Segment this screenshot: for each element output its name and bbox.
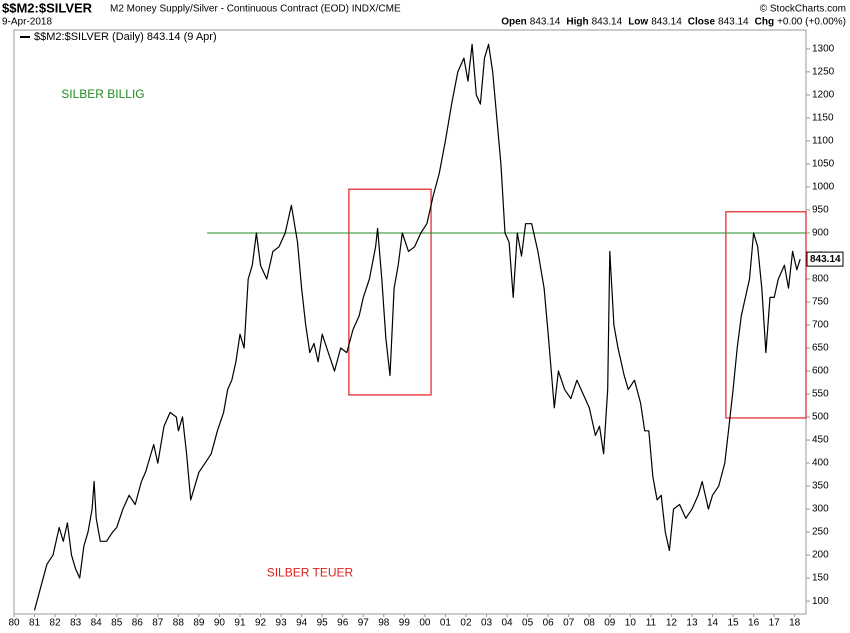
y-tick-label: 950 bbox=[812, 205, 829, 216]
x-tick-label: 99 bbox=[399, 618, 411, 629]
x-tick-label: 92 bbox=[255, 618, 267, 629]
x-tick-label: 10 bbox=[625, 618, 637, 629]
x-tick-label: 84 bbox=[91, 618, 103, 629]
x-tick-label: 88 bbox=[173, 618, 185, 629]
last-value-box bbox=[806, 251, 844, 267]
x-tick-label: 91 bbox=[234, 618, 246, 629]
y-tick-label: 800 bbox=[812, 274, 829, 285]
x-tick-label: 96 bbox=[337, 618, 349, 629]
x-tick-label: 16 bbox=[748, 618, 760, 629]
x-tick-label: 89 bbox=[193, 618, 205, 629]
y-tick-label: 100 bbox=[812, 596, 829, 607]
x-tick-label: 82 bbox=[50, 618, 62, 629]
x-tick-label: 81 bbox=[29, 618, 41, 629]
x-tick-label: 12 bbox=[666, 618, 678, 629]
price-line bbox=[33, 43, 801, 611]
y-tick-label: 650 bbox=[812, 343, 829, 354]
x-tick-label: 97 bbox=[358, 618, 370, 629]
y-tick-label: 400 bbox=[812, 458, 829, 469]
x-tick-label: 80 bbox=[8, 618, 20, 629]
x-tick-label: 18 bbox=[789, 618, 801, 629]
ohlc-value: 843.14 bbox=[718, 17, 749, 28]
ohlc-value: 843.14 bbox=[530, 17, 561, 28]
x-tick-label: 86 bbox=[132, 618, 144, 629]
y-tick-label: 200 bbox=[812, 550, 829, 561]
symbol: $$M2:$SILVER bbox=[2, 0, 93, 15]
x-tick-label: 95 bbox=[317, 618, 329, 629]
last-value-label: 843.14 bbox=[810, 254, 841, 265]
subtitle: M2 Money Supply/Silver - Continuous Cont… bbox=[110, 4, 401, 15]
legend-label: $$M2:$SILVER (Daily) 843.14 (9 Apr) bbox=[34, 31, 217, 43]
x-tick-label: 05 bbox=[522, 618, 534, 629]
y-tick-label: 250 bbox=[812, 527, 829, 538]
y-tick-label: 350 bbox=[812, 481, 829, 492]
y-tick-label: 750 bbox=[812, 297, 829, 308]
ohlc-value: +0.00 (+0.00%) bbox=[777, 17, 846, 28]
source: © StockCharts.com bbox=[760, 4, 846, 15]
ohlc: +0.00 (+0.00%)Chg843.14Close843.14Low843… bbox=[501, 17, 846, 28]
date: 9-Apr-2018 bbox=[2, 17, 52, 28]
annotation: SILBER BILLIG bbox=[61, 87, 144, 101]
x-tick-label: 87 bbox=[152, 618, 164, 629]
x-tick-label: 85 bbox=[111, 618, 123, 629]
x-tick-label: 08 bbox=[584, 618, 596, 629]
y-tick-label: 1250 bbox=[812, 67, 835, 78]
y-tick-label: 550 bbox=[812, 389, 829, 400]
x-tick-label: 14 bbox=[707, 618, 719, 629]
y-tick-label: 1300 bbox=[812, 44, 835, 55]
x-tick-label: 13 bbox=[686, 618, 698, 629]
ohlc-label: Open bbox=[501, 17, 527, 28]
x-tick-label: 00 bbox=[419, 618, 431, 629]
y-tick-label: 700 bbox=[812, 320, 829, 331]
ohlc-label: Chg bbox=[755, 17, 774, 28]
ohlc-label: Close bbox=[688, 17, 716, 28]
x-tick-label: 03 bbox=[481, 618, 493, 629]
y-tick-label: 1100 bbox=[812, 136, 834, 147]
highlight-box bbox=[348, 188, 432, 396]
y-tick-label: 600 bbox=[812, 366, 829, 377]
y-tick-label: 1200 bbox=[812, 90, 835, 101]
ohlc-label: High bbox=[566, 17, 588, 28]
x-tick-label: 01 bbox=[440, 618, 452, 629]
x-tick-label: 83 bbox=[70, 618, 82, 629]
highlight-box bbox=[725, 211, 807, 419]
plot-frame bbox=[13, 29, 807, 615]
ohlc-label: Low bbox=[628, 17, 648, 28]
ohlc-value: 843.14 bbox=[651, 17, 682, 28]
x-tick-label: 90 bbox=[214, 618, 226, 629]
x-tick-label: 04 bbox=[502, 618, 514, 629]
y-tick-label: 450 bbox=[812, 435, 829, 446]
x-tick-label: 17 bbox=[769, 618, 781, 629]
y-tick-label: 1000 bbox=[812, 182, 835, 193]
x-tick-label: 02 bbox=[460, 618, 472, 629]
x-tick-label: 07 bbox=[563, 618, 575, 629]
y-tick-label: 1150 bbox=[812, 113, 834, 124]
x-tick-label: 11 bbox=[646, 618, 657, 629]
annotation: SILBER TEUER bbox=[267, 566, 354, 580]
y-tick-label: 1050 bbox=[812, 159, 835, 170]
x-tick-label: 09 bbox=[604, 618, 616, 629]
ohlc-value: 843.14 bbox=[592, 17, 623, 28]
x-tick-label: 93 bbox=[276, 618, 288, 629]
y-tick-label: 900 bbox=[812, 228, 829, 239]
y-tick-label: 150 bbox=[812, 573, 829, 584]
x-tick-label: 98 bbox=[378, 618, 390, 629]
y-tick-label: 300 bbox=[812, 504, 829, 515]
x-tick-label: 94 bbox=[296, 618, 308, 629]
x-tick-label: 06 bbox=[543, 618, 555, 629]
x-tick-label: 15 bbox=[728, 618, 740, 629]
y-tick-label: 500 bbox=[812, 412, 829, 423]
